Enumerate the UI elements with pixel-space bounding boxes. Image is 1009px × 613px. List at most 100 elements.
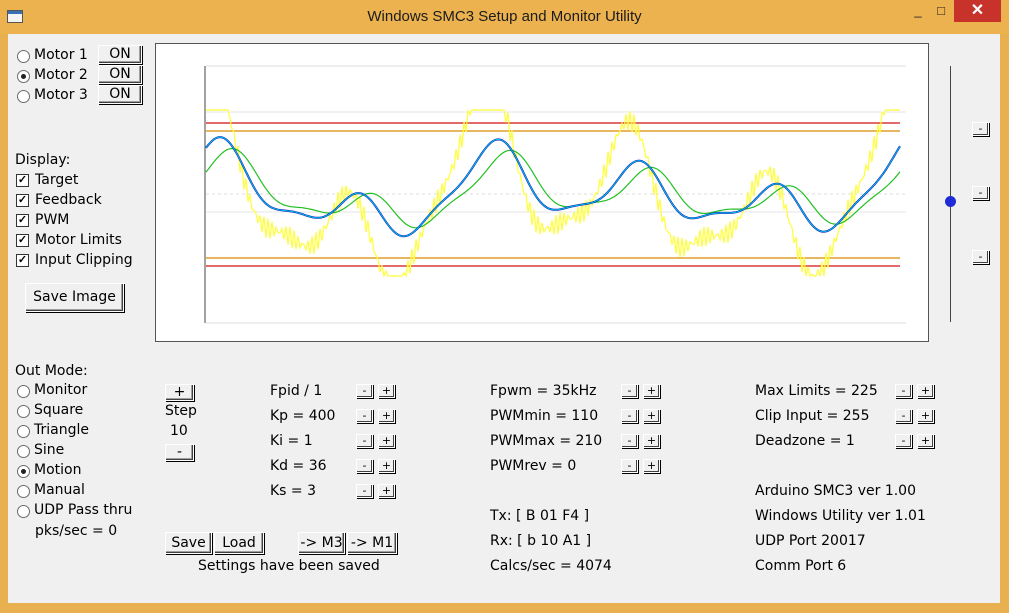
target-label: Target [35,172,79,188]
tx-readout: Tx: [ B 01 F4 ] [490,508,590,524]
window-border [1000,34,1009,613]
pwmmin-minus-button[interactable]: - [621,409,638,423]
kd-minus-button[interactable]: - [356,459,373,473]
pks-sec-readout: pks/sec = 0 [35,523,118,539]
ks-plus-button[interactable]: + [378,484,395,498]
fpwm-label: Fpwm = 35kHz [490,383,597,399]
pwmmax-plus-button[interactable]: + [643,434,660,448]
kp-minus-button[interactable]: - [356,409,373,423]
pwmrev-label: PWMrev = 0 [490,458,577,474]
feedback-trace [205,136,901,238]
mode-udp-label: UDP Pass thru [34,502,133,518]
fpid-minus-button[interactable]: - [356,384,373,398]
mode-triangle-radio[interactable] [17,425,30,438]
display-heading: Display: [15,152,71,168]
pwmmax-label: PWMmax = 210 [490,433,603,449]
pwmrev-plus-button[interactable]: + [643,459,660,473]
input-clipping-checkbox[interactable]: ✓ [16,254,29,267]
pwmmin-plus-button[interactable]: + [643,409,660,423]
load-button[interactable]: Load [214,532,264,554]
kp-label: Kp = 400 [270,408,336,424]
pwmmax-minus-button[interactable]: - [621,434,638,448]
mode-motion-radio[interactable] [17,465,30,478]
target-trace [206,108,900,279]
position-slider-knob[interactable] [945,196,956,207]
mode-udp-radio[interactable] [17,505,30,518]
mode-sine-radio[interactable] [17,445,30,458]
step-minus-button[interactable]: - [165,444,194,461]
target-checkbox[interactable]: ✓ [16,174,29,187]
fpwm-minus-button[interactable]: - [621,384,638,398]
kd-plus-button[interactable]: + [378,459,395,473]
ks-label: Ks = 3 [270,483,317,499]
max-limits-plus-button[interactable]: + [917,384,934,398]
ks-minus-button[interactable]: - [356,484,373,498]
ki-label: Ki = 1 [270,433,313,449]
out-mode-heading: Out Mode: [15,363,88,379]
clip-input-plus-button[interactable]: + [917,409,934,423]
title-bar[interactable]: Windows SMC3 Setup and Monitor Utility _… [0,0,1009,34]
motor-limits-label: Motor Limits [35,232,122,248]
motor-1-label: Motor 1 [34,47,88,63]
fpid-plus-button[interactable]: + [378,384,395,398]
feedback-label: Feedback [35,192,102,208]
kp-plus-button[interactable]: + [378,409,395,423]
window-title: Windows SMC3 Setup and Monitor Utility [367,8,642,25]
comm-port: Comm Port 6 [755,558,847,574]
minimize-button[interactable]: _ [914,3,922,18]
pwmmin-label: PWMmin = 110 [490,408,599,424]
rx-readout: Rx: [ b 10 A1 ] [490,533,592,549]
motor-1-radio[interactable] [17,50,30,63]
udp-port: UDP Port 20017 [755,533,866,549]
mode-sine-label: Sine [34,442,65,458]
fpid-label: Fpid / 1 [270,383,323,399]
step-label: Step [165,403,197,419]
mode-triangle-label: Triangle [34,422,89,438]
feedback-checkbox[interactable]: ✓ [16,194,29,207]
mode-motion-label: Motion [34,462,82,478]
pwmrev-minus-button[interactable]: - [621,459,638,473]
save-button[interactable]: Save [165,532,212,554]
motor-3-label: Motor 3 [34,87,88,103]
mode-monitor-label: Monitor [34,382,88,398]
app-icon [7,10,23,23]
slider-middle-button[interactable]: - [972,186,989,200]
save-image-button[interactable]: Save Image [25,283,124,312]
kd-label: Kd = 36 [270,458,327,474]
ki-minus-button[interactable]: - [356,434,373,448]
mode-monitor-radio[interactable] [17,385,30,398]
deadzone-minus-button[interactable]: - [895,434,912,448]
slider-bottom-button[interactable]: - [972,250,989,264]
motor-2-on-button[interactable]: ON [98,65,142,84]
pwm-label: PWM [35,212,70,228]
plot-canvas [204,65,906,324]
copy-to-m1-button[interactable]: -> M1 [347,532,397,554]
utility-version: Windows Utility ver 1.01 [755,508,926,524]
clip-input-label: Clip Input = 255 [755,408,870,424]
step-plus-button[interactable]: + [165,384,194,401]
input-clipping-label: Input Clipping [35,252,133,268]
motor-2-label: Motor 2 [34,67,88,83]
maximize-button[interactable]: □ [937,3,945,18]
motor-3-on-button[interactable]: ON [98,85,142,104]
close-button[interactable]: ✕ [954,0,1001,22]
fpwm-plus-button[interactable]: + [643,384,660,398]
status-message: Settings have been saved [198,558,380,574]
motor-2-radio[interactable] [17,70,30,83]
motor-1-on-button[interactable]: ON [98,45,142,64]
pwm-checkbox[interactable]: ✓ [16,214,29,227]
slider-top-button[interactable]: - [972,122,989,136]
monitor-plot [155,43,929,342]
ki-plus-button[interactable]: + [378,434,395,448]
clip-input-minus-button[interactable]: - [895,409,912,423]
motor-limits-checkbox[interactable]: ✓ [16,234,29,247]
mode-square-radio[interactable] [17,405,30,418]
deadzone-label: Deadzone = 1 [755,433,855,449]
max-limits-minus-button[interactable]: - [895,384,912,398]
motor-3-radio[interactable] [17,90,30,103]
copy-to-m3-button[interactable]: -> M3 [298,532,345,554]
position-slider-track[interactable] [950,66,951,322]
deadzone-plus-button[interactable]: + [917,434,934,448]
mode-manual-radio[interactable] [17,485,30,498]
